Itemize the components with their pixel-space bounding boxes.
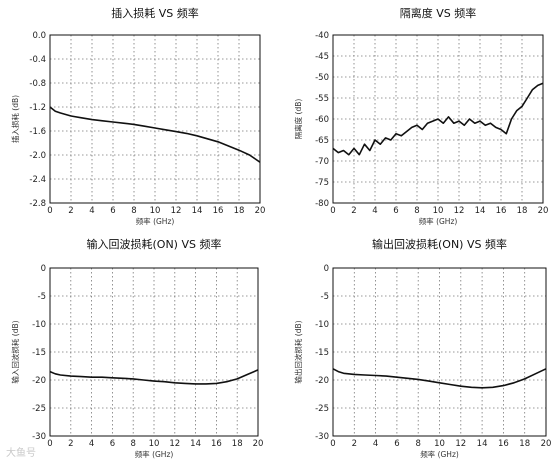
isolation-x-tick-label: 10 [433, 206, 444, 216]
insertion-loss-y-axis-label: 插入损耗 (dB) [10, 95, 20, 143]
isolation-plot-frame [332, 34, 544, 204]
output-return-loss-x-tick-label: 14 [477, 439, 488, 449]
output-return-loss-y-tick-label: -5 [321, 292, 329, 302]
insertion-loss-y-tick-label: -1.6 [29, 127, 46, 137]
insertion-loss-x-tick-label: 18 [234, 206, 245, 216]
isolation-x-tick-label: 2 [351, 206, 356, 216]
input-return-loss-y-tick-label: 0 [41, 264, 46, 274]
input-return-loss-x-tick-label: 8 [130, 439, 135, 449]
input-return-loss-plot-frame [49, 267, 259, 437]
output-return-loss-y-tick-label: -15 [315, 348, 329, 358]
output-return-loss-series-line [332, 368, 547, 389]
input-return-loss-series-line [49, 369, 259, 385]
watermark-text: 大鱼号 [6, 446, 36, 459]
insertion-loss-x-tick-label: 4 [89, 206, 94, 216]
insertion-loss-x-tick-label: 16 [213, 206, 224, 216]
input-return-loss-x-tick-label: 12 [169, 439, 180, 449]
input-return-loss-y-tick-label: -5 [38, 292, 46, 302]
input-return-loss-y-tick-label: -25 [32, 404, 46, 414]
isolation-y-tick-label: -55 [315, 94, 329, 104]
output-return-loss-y-tick-label: -25 [315, 404, 329, 414]
insertion-loss-x-tick-label: 20 [255, 206, 266, 216]
insertion-loss-x-tick-label: 10 [150, 206, 161, 216]
insertion-loss-x-axis-label: 频率 (GHz) [136, 216, 175, 226]
input-return-loss-y-tick-label: -15 [32, 348, 46, 358]
isolation-x-tick-label: 8 [414, 206, 419, 216]
isolation-y-tick-label: -60 [315, 115, 329, 125]
output-return-loss-x-tick-label: 12 [455, 439, 466, 449]
insertion-loss-y-tick-label: -2.4 [29, 175, 46, 185]
insertion-loss-x-tick-label: 0 [47, 206, 52, 216]
isolation-y-tick-label: -65 [315, 136, 329, 146]
input-return-loss-y-tick-label: -20 [32, 376, 46, 386]
isolation-series-line [332, 82, 544, 156]
isolation-y-tick-label: -75 [315, 178, 329, 188]
input-return-loss-x-axis-label: 频率 (GHz) [135, 449, 174, 459]
output-return-loss-x-axis-label: 频率 (GHz) [420, 449, 459, 459]
output-return-loss-x-tick-label: 0 [330, 439, 335, 449]
output-return-loss-y-tick-label: -10 [315, 320, 329, 330]
insertion-loss-x-tick-label: 6 [110, 206, 115, 216]
isolation-x-tick-label: 4 [372, 206, 377, 216]
isolation-x-tick-label: 18 [517, 206, 528, 216]
isolation-title: 隔离度 VS 频率 [400, 6, 477, 20]
insertion-loss-x-tick-label: 12 [171, 206, 182, 216]
input-return-loss-y-axis-label: 输入回波损耗 (dB) [10, 320, 20, 383]
insertion-loss-y-tick-label: -2.8 [29, 199, 46, 209]
isolation-y-tick-label: -70 [315, 157, 329, 167]
input-return-loss-x-tick-label: 16 [211, 439, 222, 449]
isolation-x-tick-label: 12 [454, 206, 465, 216]
output-return-loss-x-tick-label: 18 [519, 439, 530, 449]
input-return-loss-x-tick-label: 18 [232, 439, 243, 449]
insertion-loss-y-tick-label: -0.4 [29, 55, 46, 65]
output-return-loss-title: 输出回波损耗(ON) VS 频率 [372, 237, 507, 251]
isolation-y-tick-label: -50 [315, 73, 329, 83]
insertion-loss-y-tick-label: 0.0 [32, 31, 46, 41]
insertion-loss-series-line [49, 106, 261, 163]
input-return-loss-x-tick-label: 6 [110, 439, 115, 449]
output-return-loss-x-tick-label: 8 [415, 439, 420, 449]
output-return-loss-x-tick-label: 2 [352, 439, 357, 449]
isolation-y-tick-label: -40 [315, 31, 329, 41]
insertion-loss-x-tick-label: 14 [192, 206, 203, 216]
input-return-loss-y-tick-label: -30 [32, 432, 46, 442]
input-return-loss-x-tick-label: 0 [47, 439, 52, 449]
input-return-loss-y-tick-label: -10 [32, 320, 46, 330]
isolation-y-axis-label: 隔离度 (dB) [293, 99, 303, 140]
output-return-loss-x-tick-label: 20 [541, 439, 552, 449]
insertion-loss-title: 插入损耗 VS 频率 [111, 6, 199, 20]
output-return-loss-x-tick-label: 6 [394, 439, 399, 449]
input-return-loss-title: 输入回波损耗(ON) VS 频率 [87, 237, 222, 251]
isolation-x-tick-label: 20 [538, 206, 549, 216]
output-return-loss-y-tick-label: -30 [315, 432, 329, 442]
output-return-loss-x-tick-label: 16 [498, 439, 509, 449]
isolation-x-axis-label: 频率 (GHz) [419, 216, 458, 226]
output-return-loss-plot-frame [332, 267, 547, 437]
isolation-x-tick-label: 14 [475, 206, 486, 216]
output-return-loss-y-tick-label: 0 [324, 264, 329, 274]
insertion-loss-x-tick-label: 8 [131, 206, 136, 216]
insertion-loss-y-tick-label: -0.8 [29, 79, 46, 89]
isolation-x-tick-label: 0 [330, 206, 335, 216]
input-return-loss-x-tick-label: 10 [149, 439, 160, 449]
insertion-loss-x-tick-label: 2 [68, 206, 73, 216]
isolation-y-tick-label: -80 [315, 199, 329, 209]
input-return-loss-x-tick-label: 20 [253, 439, 264, 449]
input-return-loss-x-tick-label: 14 [190, 439, 201, 449]
output-return-loss-y-axis-label: 输出回波损耗 (dB) [293, 320, 303, 383]
insertion-loss-y-tick-label: -1.2 [29, 103, 46, 113]
output-return-loss-y-tick-label: -20 [315, 376, 329, 386]
output-return-loss-x-tick-label: 10 [434, 439, 445, 449]
input-return-loss-x-tick-label: 4 [89, 439, 94, 449]
output-return-loss-x-tick-label: 4 [373, 439, 378, 449]
isolation-x-tick-label: 16 [496, 206, 507, 216]
insertion-loss-y-tick-label: -2.0 [29, 151, 46, 161]
insertion-loss-plot-frame [49, 34, 261, 204]
isolation-y-tick-label: -45 [315, 52, 329, 62]
isolation-x-tick-label: 6 [393, 206, 398, 216]
input-return-loss-x-tick-label: 2 [68, 439, 73, 449]
